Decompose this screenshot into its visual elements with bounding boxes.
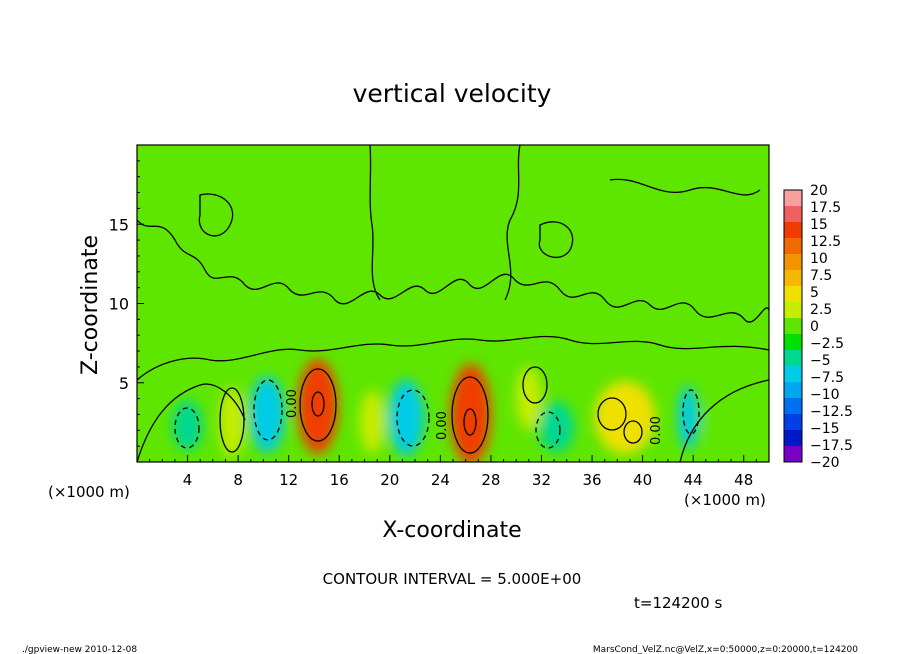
contour-label-2: 0.00 bbox=[435, 411, 450, 440]
velocity-cell-12 bbox=[703, 393, 759, 451]
colorbar-swatch-2 bbox=[784, 206, 802, 223]
x-axis: 4 8 12 16 20 24 28 32 36 40 44 48 bbox=[149, 455, 757, 489]
colorbar-swatch-17 bbox=[784, 446, 802, 463]
colorbar-label-4: 12.5 bbox=[810, 234, 841, 250]
x-tick-label-32: 32 bbox=[532, 471, 551, 489]
colorbar-label-9: 0 bbox=[810, 319, 819, 335]
velocity-cell-6 bbox=[388, 379, 424, 456]
colorbar: 2017.51512.5107.552.50−2.5−5−7.5−10−12.5… bbox=[783, 183, 853, 471]
plot-area: 0.00 0.00 0.00 bbox=[137, 145, 769, 462]
colorbar-label-10: −2.5 bbox=[810, 336, 844, 352]
colorbar-swatch-12 bbox=[784, 366, 802, 383]
colorbar-swatch-14 bbox=[784, 398, 802, 415]
colorbar-label-7: 5 bbox=[810, 285, 819, 301]
velocity-cell-2 bbox=[219, 387, 245, 458]
colorbar-label-15: −15 bbox=[810, 421, 840, 437]
x-tick-label-40: 40 bbox=[633, 471, 652, 489]
x-tick-label-44: 44 bbox=[684, 471, 703, 489]
colorbar-swatch-7 bbox=[784, 286, 802, 303]
chart-title: vertical velocity bbox=[353, 79, 552, 108]
colorbar-swatch-5 bbox=[784, 254, 802, 271]
colorbar-label-13: −10 bbox=[810, 387, 840, 403]
y-axis-label: Z-coordinate bbox=[78, 235, 103, 375]
colorbar-label-1: 20 bbox=[810, 183, 828, 199]
colorbar-swatch-15 bbox=[784, 414, 802, 431]
contour-label-3: 0.00 bbox=[649, 416, 664, 445]
time-text: t=124200 s bbox=[634, 594, 722, 612]
x-tick-label-4: 4 bbox=[183, 471, 193, 489]
colorbar-swatch-1 bbox=[784, 190, 802, 207]
colorbar-label-5: 10 bbox=[810, 251, 828, 267]
y-tick-label-15: 15 bbox=[109, 215, 129, 234]
colorbar-swatch-13 bbox=[784, 382, 802, 399]
x-tick-label-20: 20 bbox=[380, 471, 399, 489]
colorbar-label-6: 7.5 bbox=[810, 268, 832, 284]
colorbar-swatch-6 bbox=[784, 270, 802, 287]
colorbar-label-2: 17.5 bbox=[810, 200, 841, 216]
x-tick-label-28: 28 bbox=[481, 471, 500, 489]
colorbar-swatch-3 bbox=[784, 222, 802, 239]
x-tick-label-24: 24 bbox=[431, 471, 450, 489]
x-unit-left: (×1000 m) bbox=[48, 483, 130, 501]
contour-labels: 0.00 0.00 0.00 bbox=[285, 389, 664, 445]
colorbar-label-3: 15 bbox=[810, 217, 828, 233]
colorbar-frame bbox=[783, 189, 803, 463]
colorbar-swatch-9 bbox=[784, 318, 802, 335]
colorbar-label-8: 2.5 bbox=[810, 302, 832, 318]
x-axis-label: X-coordinate bbox=[382, 518, 521, 543]
x-tick-label-12: 12 bbox=[279, 471, 298, 489]
x-tick-label-48: 48 bbox=[734, 471, 753, 489]
x-tick-label-16: 16 bbox=[330, 471, 349, 489]
velocity-cell-10 bbox=[594, 381, 656, 455]
contour-label-1: 0.00 bbox=[285, 389, 300, 418]
colorbar-label-16: −17.5 bbox=[810, 438, 853, 454]
colorbar-label-12: −7.5 bbox=[810, 370, 844, 386]
colorbar-swatch-11 bbox=[784, 350, 802, 367]
x-tick-label-8: 8 bbox=[233, 471, 243, 489]
colorbar-swatch-16 bbox=[784, 430, 802, 447]
colorbar-label-14: −12.5 bbox=[810, 404, 853, 420]
y-tick-label-5: 5 bbox=[119, 374, 129, 393]
contour-lines bbox=[137, 145, 769, 462]
y-tick-label-10: 10 bbox=[109, 295, 129, 314]
colorbar-label-17: −20 bbox=[810, 455, 840, 471]
x-unit-right: (×1000 m) bbox=[684, 491, 766, 509]
velocity-cell-core-7 bbox=[461, 391, 480, 438]
footer-left: ./gpview-new 2010-12-08 bbox=[22, 645, 137, 654]
y-axis: 5 10 15 bbox=[109, 160, 144, 447]
colorbar-swatch-4 bbox=[784, 238, 802, 255]
contour-interval-text: CONTOUR INTERVAL = 5.000E+00 bbox=[323, 570, 582, 588]
colorbar-swatch-8 bbox=[784, 302, 802, 319]
colorbar-label-11: −5 bbox=[810, 353, 831, 369]
colorbar-swatch-10 bbox=[784, 334, 802, 351]
x-tick-label-36: 36 bbox=[582, 471, 601, 489]
footer-right: MarsCond_VelZ.nc@VelZ,x=0:50000,z=0:2000… bbox=[593, 645, 858, 654]
velocity-cell-3 bbox=[249, 376, 285, 453]
velocity-cell-5 bbox=[359, 390, 385, 455]
velocity-cell-9 bbox=[538, 401, 575, 453]
